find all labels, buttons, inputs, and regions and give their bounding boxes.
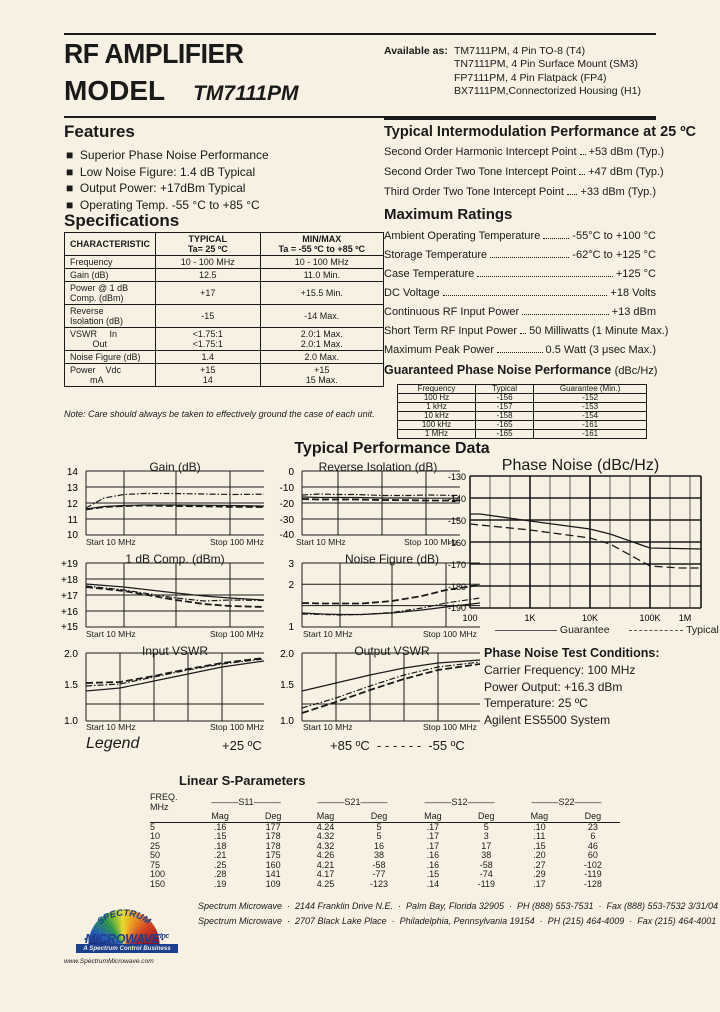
svg-text:14: 14 xyxy=(67,467,79,478)
svg-text:-30: -30 xyxy=(280,515,295,526)
svg-text:2: 2 xyxy=(288,580,294,591)
svg-text:2.0: 2.0 xyxy=(64,649,78,660)
svg-text:+18: +18 xyxy=(61,575,78,586)
svg-text:-150: -150 xyxy=(448,516,466,526)
svg-text:-20: -20 xyxy=(280,499,295,510)
svg-text:12: 12 xyxy=(67,499,79,510)
svg-text:-40: -40 xyxy=(280,530,295,541)
svg-text:100K: 100K xyxy=(639,613,660,623)
svg-text:+15: +15 xyxy=(61,622,78,633)
svg-text:1.0: 1.0 xyxy=(64,716,78,727)
svg-text:10K: 10K xyxy=(582,613,598,623)
svg-text:10: 10 xyxy=(67,530,79,541)
svg-text:-160: -160 xyxy=(448,538,466,548)
svg-text:1.0: 1.0 xyxy=(280,716,294,727)
svg-text:3: 3 xyxy=(288,559,294,570)
svg-text:1.5: 1.5 xyxy=(280,680,294,691)
svg-text:1M: 1M xyxy=(679,613,692,623)
svg-text:2.0: 2.0 xyxy=(280,649,294,660)
svg-text:1: 1 xyxy=(288,622,294,633)
svg-text:13: 13 xyxy=(67,483,79,494)
svg-text:-140: -140 xyxy=(448,494,466,504)
svg-text:-10: -10 xyxy=(280,483,295,494)
svg-text:1K: 1K xyxy=(524,613,535,623)
svg-text:1.5: 1.5 xyxy=(64,680,78,691)
svg-text:+17: +17 xyxy=(61,591,78,602)
svg-text:-130: -130 xyxy=(448,472,466,482)
svg-text:+16: +16 xyxy=(61,607,78,618)
svg-text:0: 0 xyxy=(288,467,294,478)
svg-text:11: 11 xyxy=(68,515,79,526)
svg-text:+19: +19 xyxy=(61,559,78,570)
